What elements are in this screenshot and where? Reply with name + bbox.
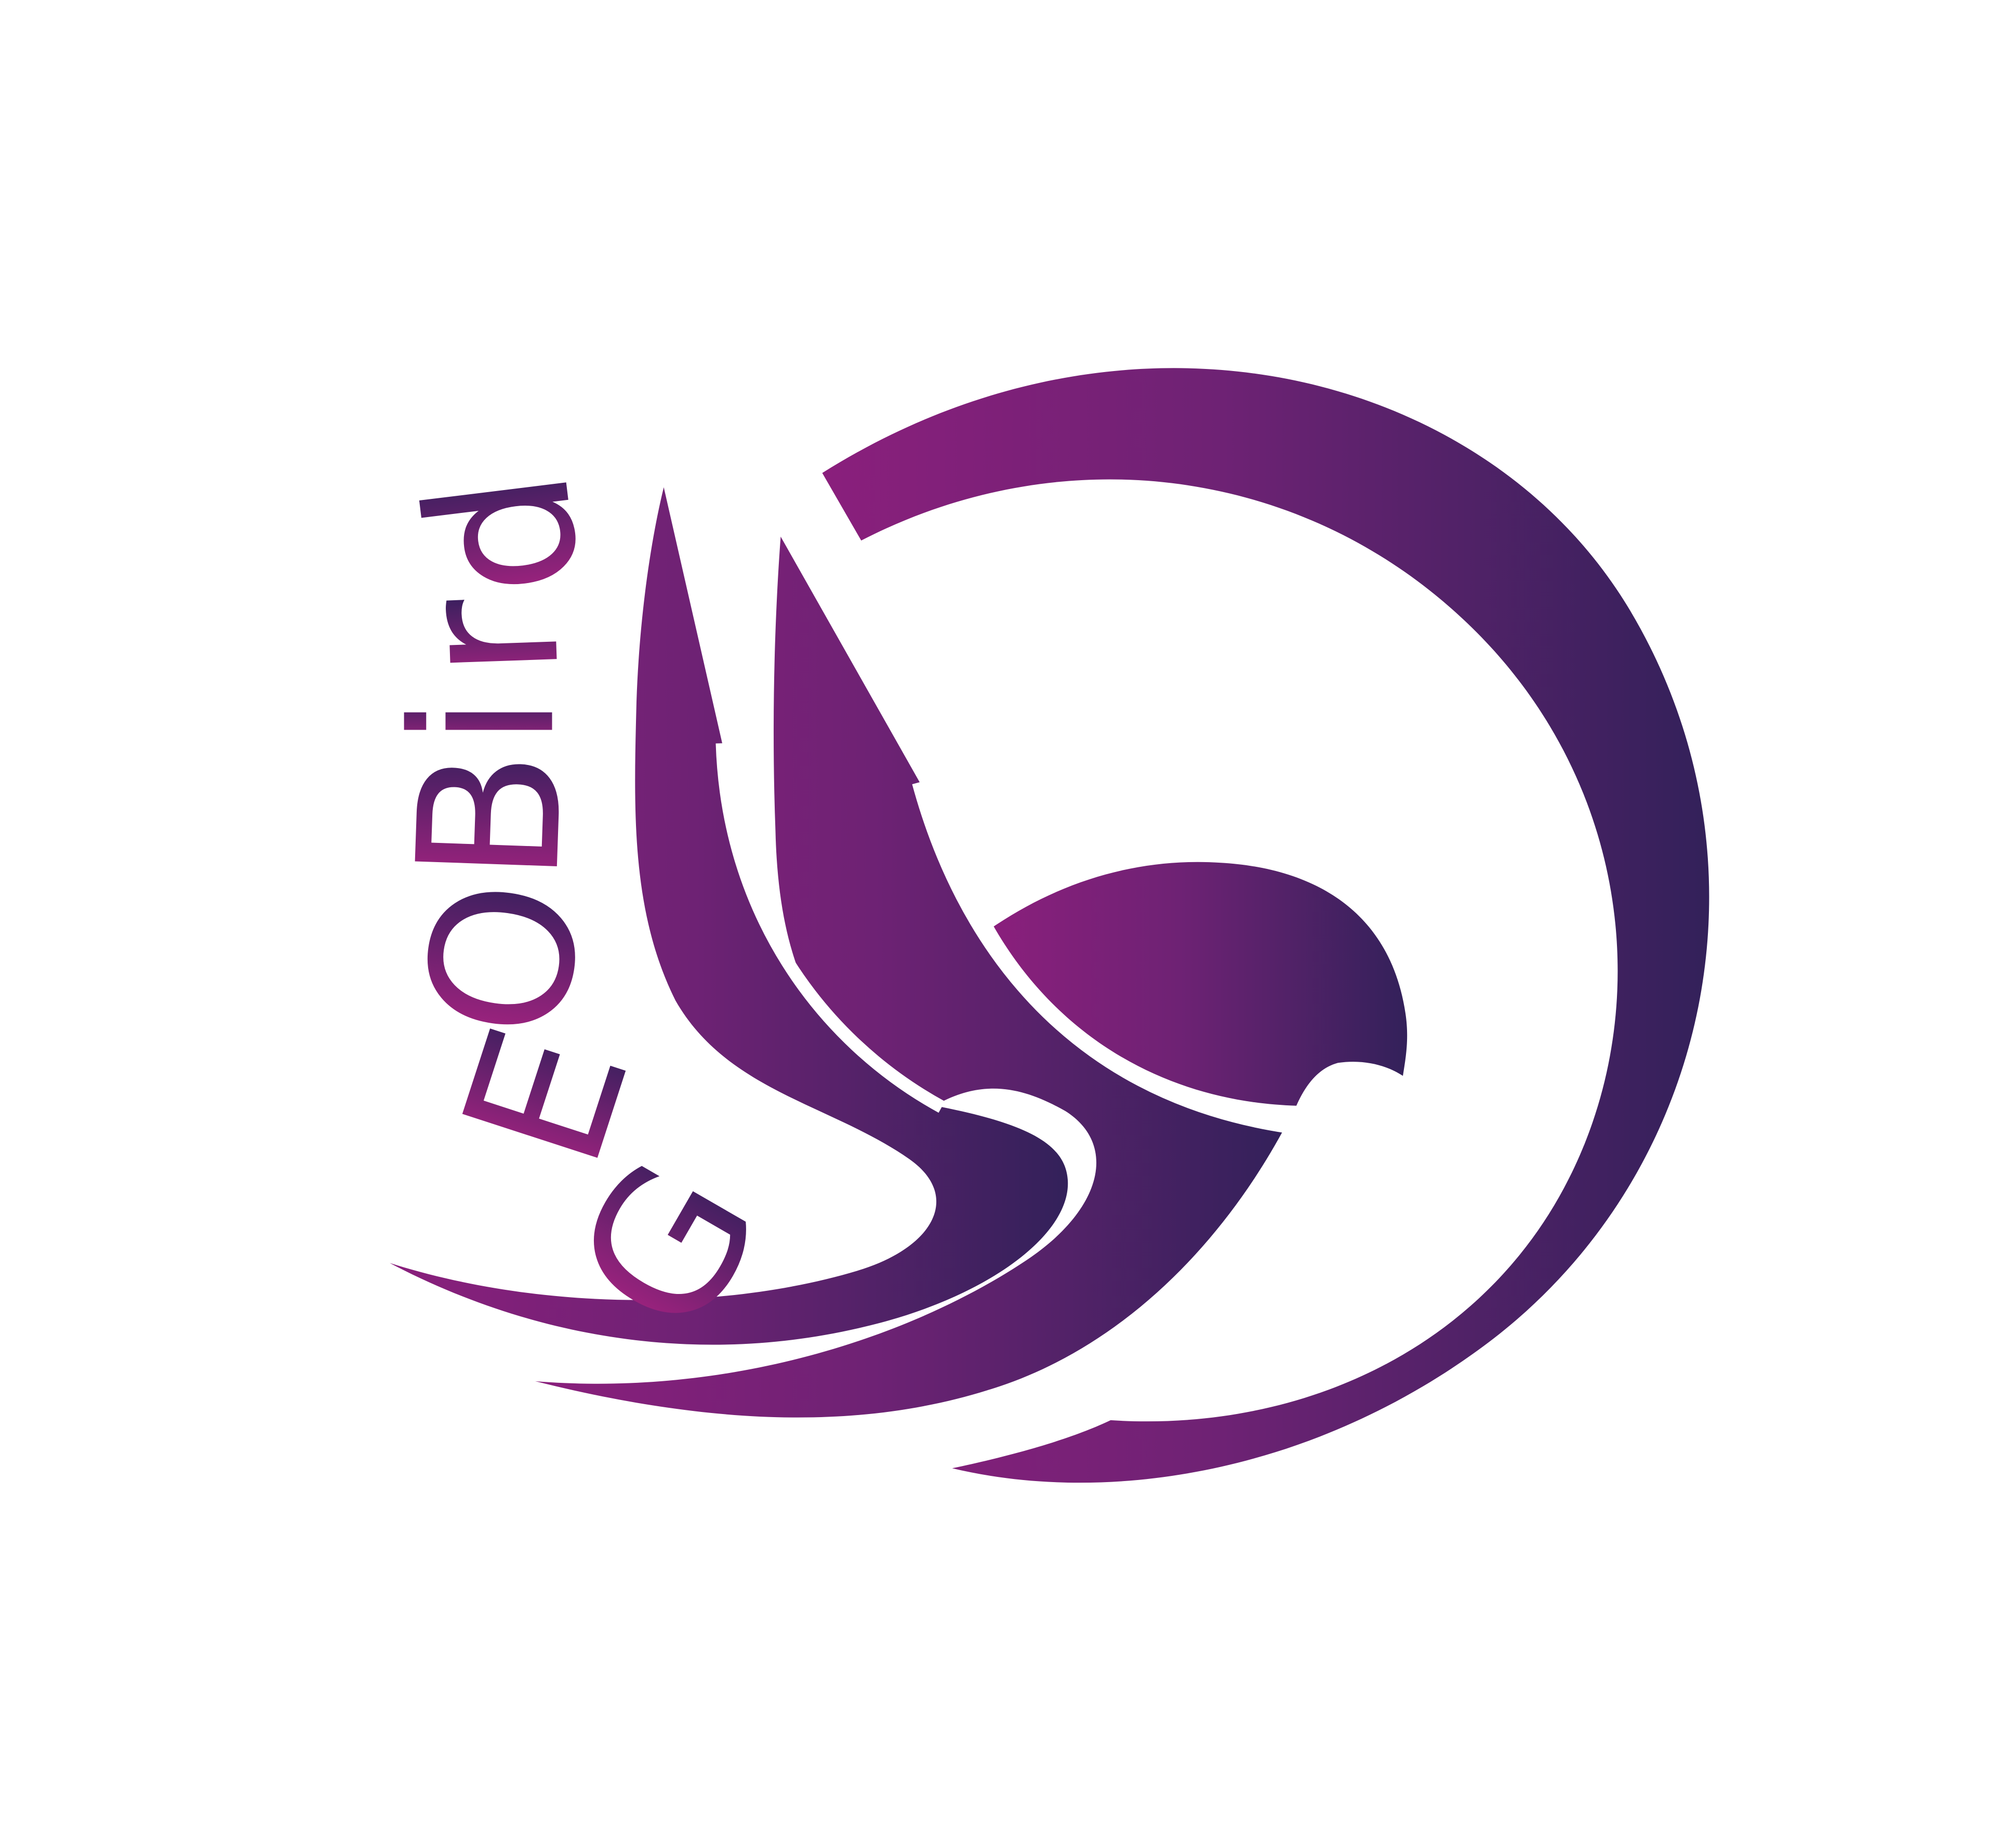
bird-wing-inner: [535, 536, 1286, 1418]
wordmark-letter-b: B: [376, 746, 607, 887]
bird-head: [993, 862, 1408, 1106]
wordmark-letter-d: d: [385, 459, 625, 610]
wordmark-letter-i: i: [372, 694, 599, 748]
bird-wing-outer: [390, 487, 1068, 1345]
wing-separator: [715, 743, 945, 1113]
outer-ring: [822, 368, 1709, 1483]
head-separator: [912, 780, 1288, 1133]
wordmark-letter-r: r: [374, 593, 603, 683]
wordmark-letter-o: O: [382, 867, 628, 1050]
